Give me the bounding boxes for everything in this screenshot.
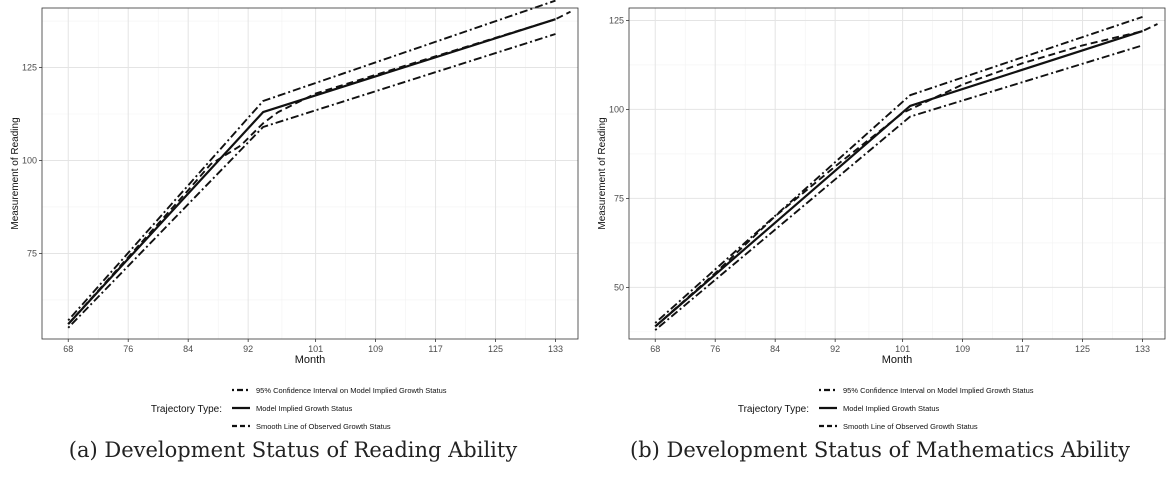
x-tick-label: 92: [243, 344, 253, 354]
legend-title: Trajectory Type:: [738, 404, 809, 415]
y-tick-label: 75: [27, 248, 37, 258]
legend-title: Trajectory Type:: [151, 404, 222, 415]
series-line-solid-0: [654, 30, 1143, 328]
x-tick-label: 84: [770, 344, 780, 354]
legend-label: Model Implied Growth Status: [256, 404, 353, 413]
series-line-dotdash-0: [654, 15, 1143, 324]
x-tick-label: 101: [308, 344, 323, 354]
x-tick-label: 133: [548, 344, 563, 354]
chart-panel-reading: 68 76 84 92 101 109 117 125 133 75 100 125 Month Meas…: [0, 0, 586, 490]
series-line-dotdash-0: [67, 0, 556, 322]
plot-border: [41, 7, 579, 340]
plot-border: [628, 7, 1166, 340]
y-tick-label: 100: [22, 155, 37, 165]
y-axis-label: Measurement of Reading: [597, 117, 608, 229]
series-line-dashed-0: [654, 23, 1158, 328]
x-tick-label: 76: [710, 344, 720, 354]
x-tick-label: 68: [650, 344, 660, 354]
x-tick-label: 117: [1015, 344, 1029, 354]
x-tick-label: 76: [123, 344, 133, 354]
figure-caption-reading: (a) Development Status of Reading Abilit…: [68, 438, 518, 462]
x-tick-label: 101: [895, 344, 910, 354]
x-tick-label: 109: [955, 344, 970, 354]
y-tick-label: 75: [614, 193, 624, 203]
x-tick-label: 68: [63, 344, 73, 354]
legend-label: 95% Confidence Interval on Model Implied…: [256, 386, 447, 395]
series-line-solid-0: [67, 18, 556, 325]
x-axis-label: Month: [882, 354, 913, 366]
chart-panel-mathematics: 68 76 84 92 101 109 117 125 133 50 75 100 125 Month Me…: [587, 0, 1173, 490]
legend-label: 95% Confidence Interval on Model Implied…: [843, 386, 1034, 395]
series-line-dotdash-1: [654, 44, 1143, 331]
x-tick-label: 117: [428, 344, 442, 354]
series-line-dashed-0: [67, 10, 571, 325]
chart-svg-reading: 68 76 84 92 101 109 117 125 133 75 100 125 Month Meas…: [10, 0, 579, 431]
y-tick-label: 50: [614, 282, 624, 292]
series-line-dotdash-1: [67, 33, 556, 329]
x-tick-label: 133: [1135, 344, 1150, 354]
x-tick-label: 92: [830, 344, 840, 354]
x-tick-label: 84: [183, 344, 193, 354]
y-tick-label: 100: [609, 104, 624, 114]
legend-label: Smooth Line of Observed Growth Status: [843, 422, 978, 430]
chart-svg-mathematics: 68 76 84 92 101 109 117 125 133 50 75 100 125 Month Me…: [597, 7, 1166, 431]
y-tick-label: 125: [22, 63, 37, 73]
x-axis-label: Month: [295, 354, 326, 366]
legend-label: Smooth Line of Observed Growth Status: [256, 422, 391, 430]
x-tick-label: 125: [488, 344, 503, 354]
y-tick-label: 125: [609, 15, 624, 25]
legend-label: Model Implied Growth Status: [843, 404, 940, 413]
x-tick-label: 125: [1075, 344, 1090, 354]
figure-caption-mathematics: (b) Development Status of Mathematics Ab…: [630, 438, 1130, 462]
y-axis-label: Measurement of Reading: [10, 117, 21, 229]
x-tick-label: 109: [368, 344, 383, 354]
